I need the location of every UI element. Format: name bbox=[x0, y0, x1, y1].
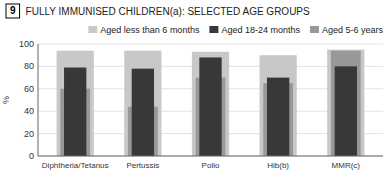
graph-number-box bbox=[6, 4, 20, 18]
grid-line bbox=[38, 156, 383, 157]
bar bbox=[192, 52, 229, 156]
bar bbox=[124, 51, 161, 156]
chart: 9 FULLY IMMUNISED CHILDREN(a): SELECTED A… bbox=[0, 0, 391, 178]
y-tick-label: 80 bbox=[24, 61, 34, 71]
x-tick-label: Polio bbox=[202, 161, 220, 170]
y-tick-label: 20 bbox=[24, 129, 34, 139]
bar bbox=[132, 69, 154, 156]
legend-entry: Aged less than 6 months bbox=[88, 25, 200, 35]
bar bbox=[267, 78, 289, 156]
bar bbox=[331, 51, 361, 156]
legend-label: Aged less than 6 months bbox=[100, 25, 200, 35]
x-tick-label: MMR(c) bbox=[332, 161, 361, 170]
bar bbox=[64, 68, 86, 156]
bar bbox=[199, 57, 221, 156]
legend-label: Aged 5-6 years bbox=[322, 25, 384, 35]
y-axis bbox=[38, 44, 39, 156]
y-tick-label: 60 bbox=[24, 84, 34, 94]
title: FULLY IMMUNISED CHILDREN(a): SELECTED AG… bbox=[26, 6, 310, 17]
legend-entry: Aged 18-24 months bbox=[209, 25, 300, 35]
legend-swatch bbox=[209, 26, 218, 33]
y-tick-label: 0 bbox=[29, 151, 34, 161]
x-tick-label: Pertussis bbox=[126, 161, 159, 170]
legend-swatch bbox=[310, 26, 319, 33]
y-tick-label: 40 bbox=[24, 106, 34, 116]
bar bbox=[57, 51, 94, 156]
x-tick-label: Diphtheria/Tetanus bbox=[42, 161, 109, 170]
y-tick-label: 100 bbox=[19, 39, 34, 49]
legend-label: Aged 18-24 months bbox=[221, 25, 300, 35]
legend-entry: Aged 5-6 years bbox=[310, 25, 384, 35]
bars bbox=[57, 50, 365, 156]
bar bbox=[327, 50, 364, 156]
legend: Aged less than 6 months Aged 18-24 months… bbox=[88, 25, 383, 35]
grid-line bbox=[38, 44, 383, 45]
x-tick-label: Hib(b) bbox=[267, 161, 289, 170]
x-axis bbox=[38, 156, 383, 157]
legend-swatch bbox=[88, 26, 97, 33]
bar bbox=[335, 66, 357, 156]
y-axis-label: % bbox=[1, 96, 11, 104]
bar bbox=[260, 55, 297, 156]
graph-number: 9 bbox=[10, 5, 16, 16]
